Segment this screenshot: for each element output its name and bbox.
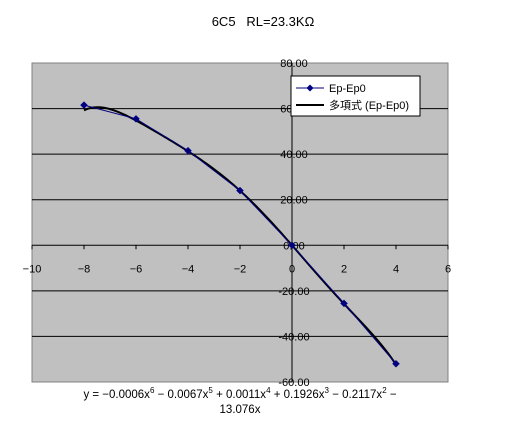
equation-exponent: 6	[149, 386, 155, 396]
legend-label: Ep-Ep0	[329, 83, 366, 95]
equation-part: − 0.2117x	[329, 389, 383, 401]
equation-part: y = −0.0006x	[83, 389, 150, 401]
x-tick-label: 2	[341, 263, 347, 275]
equation-exponent: 2	[382, 386, 387, 396]
x-tick-label: −4	[182, 263, 195, 275]
data-point	[340, 299, 348, 308]
data-point	[236, 186, 244, 195]
data-point	[184, 146, 192, 155]
equation-part: + 0.1926x	[270, 389, 325, 401]
trendline-equation: y = −0.0006x6 − 0.0067x5 + 0.0011x4 + 0.…	[30, 386, 450, 418]
x-tick-label: −8	[78, 263, 91, 275]
data-point	[288, 241, 296, 250]
x-tick-label: −10	[23, 263, 42, 275]
chart-title: 6C5 RL=23.3KΩ	[211, 14, 315, 29]
series-layer	[80, 101, 400, 368]
y-tick-label: 80.00	[280, 58, 308, 70]
x-tick-label: −2	[234, 263, 247, 275]
y-tick-label: -60.00	[278, 377, 309, 389]
equation-part: + 0.0011x	[212, 389, 267, 401]
equation-part: −	[386, 389, 397, 401]
y-tick-label: -20.00	[278, 286, 309, 298]
data-point	[80, 101, 88, 110]
y-tick-label: 20.00	[280, 195, 308, 207]
legend: Ep-Ep0 多項式 (Ep-Ep0)	[290, 75, 421, 117]
legend-swatch-marker	[306, 84, 314, 92]
equation-exponent: 5	[208, 386, 213, 396]
x-tick-label: 0	[289, 263, 295, 275]
y-tick-label: -40.00	[278, 331, 309, 343]
equation-exponent: 4	[266, 386, 271, 396]
legend-box	[290, 75, 421, 117]
x-tick-label: 6	[445, 263, 451, 275]
equation-part: 13.076x	[219, 404, 261, 416]
data-point	[132, 114, 140, 123]
x-tick-label: 4	[393, 263, 399, 275]
y-tick-label: 40.00	[280, 149, 308, 161]
data-point	[392, 359, 400, 368]
equation-part: − 0.0067x	[154, 389, 209, 401]
equation-exponent: 3	[324, 386, 329, 396]
x-tick-label: −6	[130, 263, 143, 275]
legend-label: 多項式 (Ep-Ep0)	[329, 98, 409, 112]
